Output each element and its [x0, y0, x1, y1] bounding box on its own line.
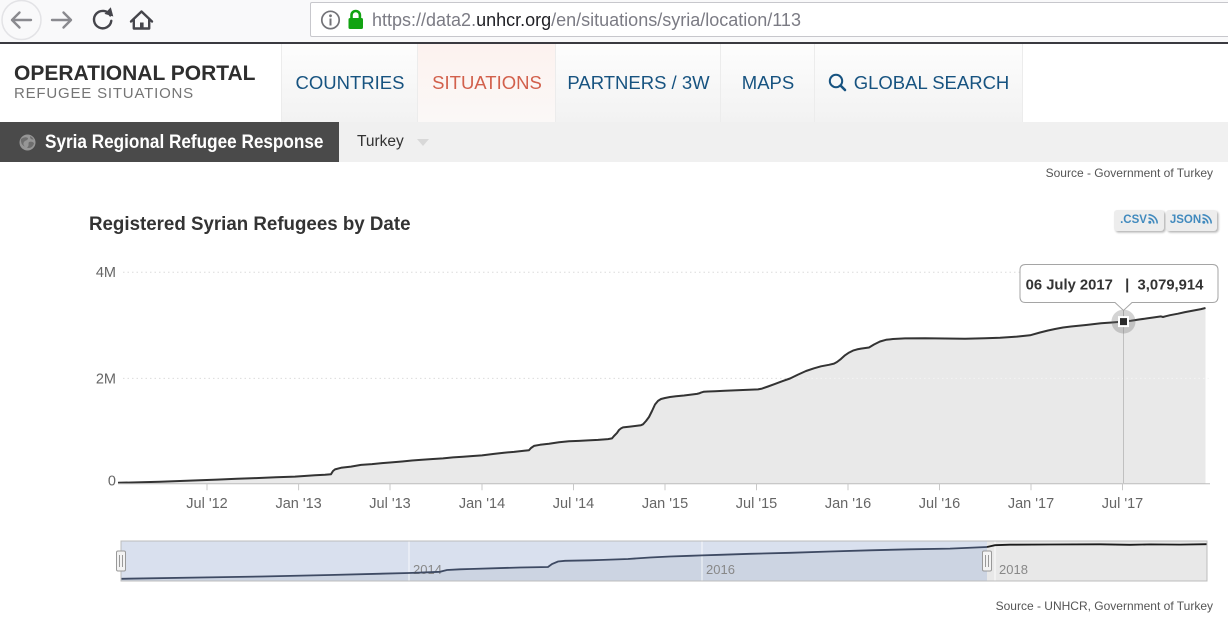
- svg-text:Jul '17: Jul '17: [1102, 496, 1143, 512]
- svg-text:06 July 2017 | 3,079,914: 06 July 2017 | 3,079,914: [1026, 278, 1204, 294]
- svg-text:Jul '13: Jul '13: [369, 496, 410, 512]
- svg-text:2014: 2014: [413, 562, 442, 577]
- svg-text:2018: 2018: [999, 562, 1028, 577]
- svg-text:0: 0: [108, 474, 116, 490]
- svg-text:Jan '14: Jan '14: [459, 496, 505, 512]
- svg-text:Jan '15: Jan '15: [642, 496, 688, 512]
- svg-text:Jan '17: Jan '17: [1008, 496, 1054, 512]
- svg-text:4M: 4M: [96, 265, 116, 281]
- svg-text:Jul '12: Jul '12: [186, 496, 227, 512]
- svg-text:Jan '16: Jan '16: [825, 496, 871, 512]
- svg-text:Jul '14: Jul '14: [553, 496, 594, 512]
- svg-text:2M: 2M: [96, 371, 116, 387]
- svg-text:Jul '16: Jul '16: [919, 496, 960, 512]
- svg-text:Jan '13: Jan '13: [275, 496, 321, 512]
- svg-text:2016: 2016: [706, 562, 735, 577]
- svg-text:Jul '15: Jul '15: [736, 496, 777, 512]
